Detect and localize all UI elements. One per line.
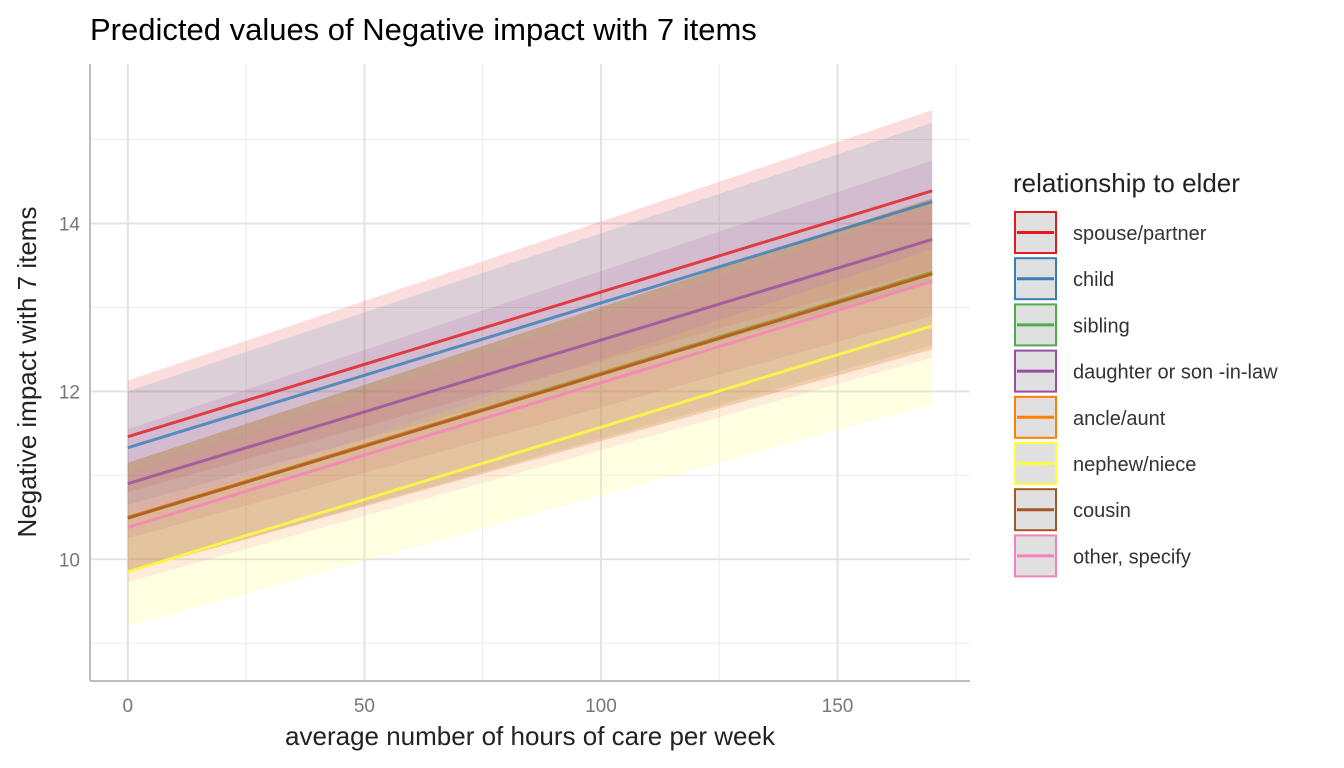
y-ticks: 10 12 14 <box>59 214 81 571</box>
x-tick-label: 50 <box>354 696 375 717</box>
series-line-daughter-or-son-in-law <box>127 238 933 486</box>
legend-label: ancle/aunt <box>1073 408 1166 430</box>
y-tick-label: 14 <box>59 214 81 235</box>
series-line-other-specify <box>127 279 933 529</box>
series-lines <box>127 189 933 574</box>
ribbon-spouse-partner <box>127 110 933 493</box>
y-tick-label: 10 <box>59 550 80 571</box>
legend-label: sibling <box>1073 315 1130 337</box>
x-ticks: 0 50 100 150 <box>123 696 854 717</box>
series-line-spouse-partner <box>127 189 933 439</box>
legend-item: sibling <box>1014 303 1130 347</box>
legend-label: spouse/partner <box>1073 223 1207 245</box>
ribbon-ancle-aunt <box>127 198 933 572</box>
grid <box>90 64 970 681</box>
ribbon-sibling <box>127 198 933 572</box>
legend-item: daughter or son -in-law <box>1014 349 1278 393</box>
legend: relationship to elder spouse/partner chil… <box>1013 168 1278 578</box>
legend-label: daughter or son -in-law <box>1073 362 1278 384</box>
x-tick-label: 100 <box>585 696 617 717</box>
legend-item: ancle/aunt <box>1014 395 1166 439</box>
ribbon-cousin <box>127 198 933 572</box>
y-tick-label: 12 <box>59 382 80 403</box>
series-line-child <box>127 200 933 450</box>
legend-label: nephew/niece <box>1073 454 1196 476</box>
chart-title: Predicted values of Negative impact with… <box>90 12 757 47</box>
legend-label: other, specify <box>1073 546 1191 568</box>
legend-item: other, specify <box>1014 534 1191 578</box>
x-tick-label: 0 <box>123 696 134 717</box>
legend-item: nephew/niece <box>1014 442 1196 485</box>
legend-label: cousin <box>1073 500 1131 522</box>
y-axis-title: Negative impact with 7 items <box>12 207 42 538</box>
legend-title: relationship to elder <box>1013 168 1240 198</box>
confidence-ribbons <box>127 110 933 627</box>
legend-item: child <box>1014 257 1114 301</box>
x-tick-label: 150 <box>822 696 854 717</box>
ribbon-daughter-or-son-in-law <box>127 160 933 539</box>
legend-label: child <box>1073 269 1114 291</box>
legend-item: spouse/partner <box>1014 211 1207 254</box>
legend-item: cousin <box>1014 488 1131 532</box>
series-line-cousin <box>127 272 933 520</box>
series-line-nephew-niece <box>127 324 933 574</box>
x-axis-title: average number of hours of care per week <box>285 721 776 751</box>
